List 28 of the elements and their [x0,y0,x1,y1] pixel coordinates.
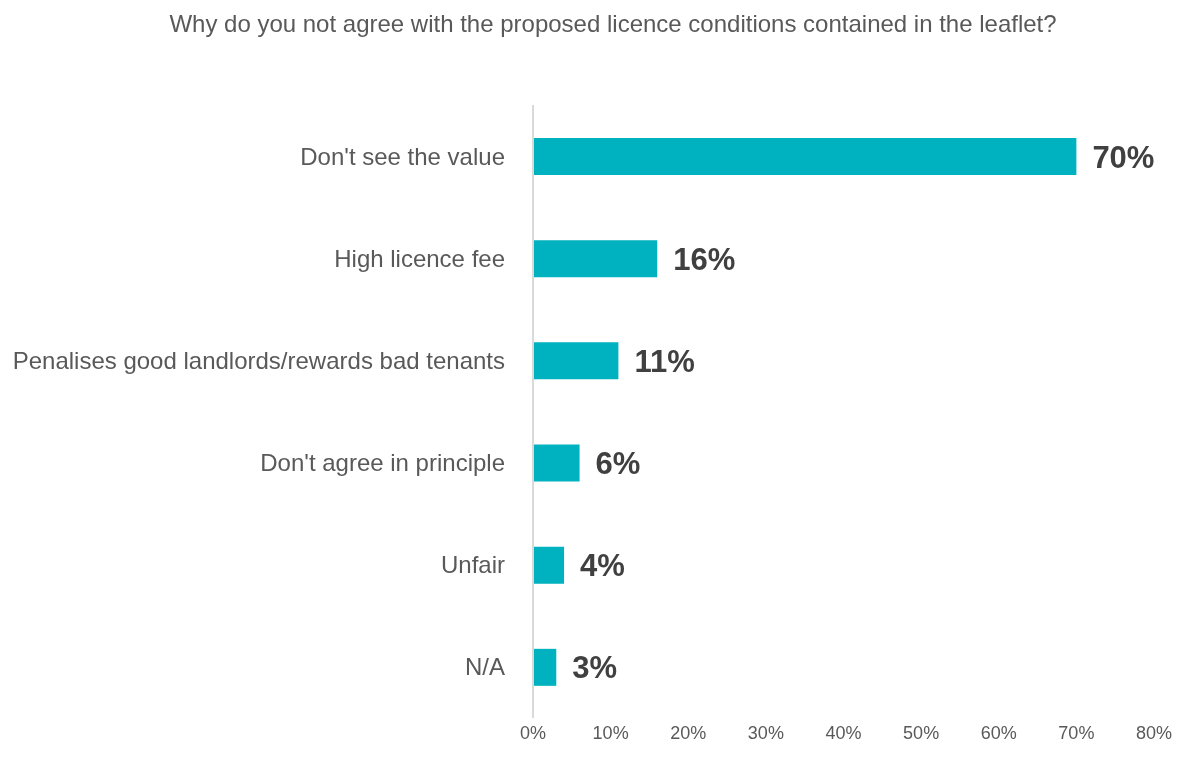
bar [533,342,619,380]
data-label: 6% [595,446,641,482]
data-label: 70% [1092,139,1155,175]
data-label: 16% [673,241,736,277]
x-tick-label: 80% [1135,722,1173,743]
y-tick-label: Unfair [440,551,505,579]
x-tick-label: 40% [825,722,862,743]
data-label: 3% [572,650,618,686]
bar [533,648,557,686]
x-tick-label: 30% [747,722,784,743]
y-tick-label: N/A [464,653,505,681]
x-tick-label: 60% [980,722,1017,743]
bar [533,240,658,278]
x-tick-label: 50% [903,722,940,743]
bar [533,546,565,584]
data-label: 4% [580,548,625,584]
x-tick-label: 10% [592,722,629,743]
y-tick-label: Penalises good landlords/rewards bad tenants [12,346,505,374]
x-tick-label: 0% [519,722,547,743]
y-tick-label: Don't agree in principle [260,449,505,477]
bar [533,444,580,482]
y-tick-label: High licence fee [334,244,505,272]
x-tick-label: 20% [670,722,707,743]
y-tick-label: Don't see the value [300,142,505,170]
bar [533,138,1077,175]
data-label: 11% [634,343,695,379]
x-tick-label: 70% [1058,722,1095,743]
chart-title: Why do you not agree with the proposed licence conditions contained in the leaflet? [168,9,1058,39]
